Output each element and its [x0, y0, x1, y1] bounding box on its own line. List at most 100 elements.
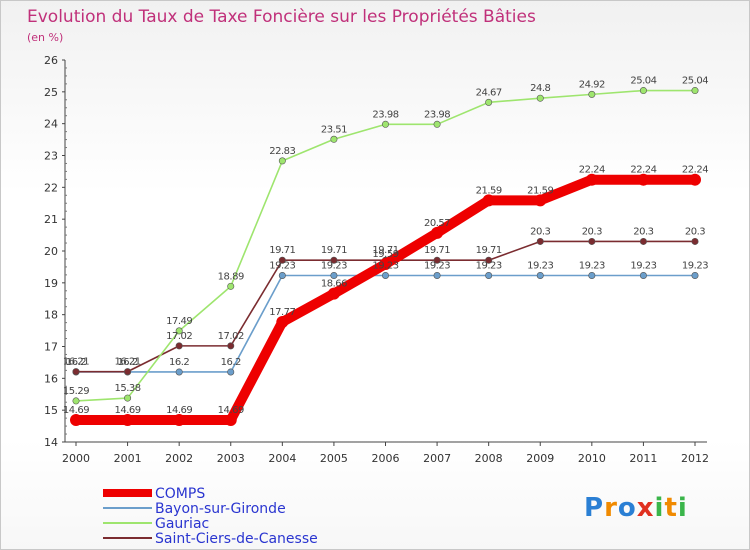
x-tick-label: 2003 — [217, 452, 245, 465]
y-tick-label: 26 — [44, 54, 58, 67]
series-point-2 — [588, 90, 596, 98]
series-point-1 — [227, 368, 235, 376]
series-point-3 — [175, 342, 183, 350]
series-point-0 — [689, 173, 701, 186]
data-label-0: 21.59 — [527, 185, 553, 196]
data-label-0: 18.66 — [321, 279, 347, 290]
logo-letter: r — [604, 493, 618, 523]
x-tick-label: 2007 — [423, 452, 451, 465]
x-tick-label: 2012 — [681, 452, 709, 465]
data-label-1: 19.23 — [630, 261, 656, 272]
data-label-0: 19.59 — [372, 249, 398, 260]
series-point-3 — [72, 368, 80, 376]
x-tick-label: 2004 — [268, 452, 296, 465]
series-point-1 — [691, 272, 699, 280]
series-point-2 — [124, 394, 132, 402]
series-point-2 — [639, 87, 647, 95]
series-point-2 — [433, 120, 441, 128]
data-label-0: 14.69 — [63, 405, 89, 416]
data-label-2: 23.98 — [424, 109, 450, 120]
data-label-2: 23.51 — [321, 124, 347, 135]
data-label-1: 19.23 — [579, 261, 605, 272]
data-label-1: 19.23 — [424, 261, 450, 272]
data-label-3: 20.3 — [530, 226, 550, 237]
y-tick-label: 22 — [44, 181, 58, 194]
x-tick-label: 2000 — [62, 452, 90, 465]
proxiti-logo: Proxiti — [584, 493, 688, 523]
data-label-3: 17.02 — [166, 331, 192, 342]
series-point-1 — [639, 272, 647, 280]
data-label-2: 23.98 — [372, 109, 398, 120]
data-label-2: 18.89 — [218, 271, 244, 282]
series-point-3 — [536, 237, 544, 245]
data-label-3: 19.71 — [372, 245, 398, 256]
x-tick-label: 2010 — [578, 452, 606, 465]
data-label-3: 17.02 — [218, 331, 244, 342]
series-point-3 — [639, 237, 647, 245]
series-point-1 — [433, 272, 441, 280]
data-label-1: 19.23 — [372, 261, 398, 272]
y-tick-label: 15 — [44, 404, 58, 417]
series-point-0 — [431, 226, 444, 239]
data-label-3: 20.3 — [633, 226, 653, 237]
x-tick-label: 2009 — [526, 452, 554, 465]
data-label-3: 19.71 — [424, 245, 450, 256]
series-point-3 — [227, 342, 235, 350]
series-line-0 — [71, 174, 700, 426]
series-point-2 — [175, 327, 183, 335]
y-tick-label: 14 — [44, 436, 58, 449]
legend: COMPSBayon-sur-GirondeGauriacSaint-Ciers… — [103, 486, 318, 547]
data-label-0: 14.69 — [166, 405, 192, 416]
data-label-1: 19.23 — [682, 261, 708, 272]
series-point-2 — [691, 87, 699, 95]
data-label-0: 22.24 — [682, 165, 708, 176]
series-point-3 — [588, 237, 596, 245]
series-point-0 — [224, 414, 237, 427]
series-point-0 — [482, 194, 495, 207]
legend-label-0: COMPS — [155, 486, 205, 502]
data-label-2: 25.04 — [682, 76, 708, 87]
series-point-3 — [691, 237, 699, 245]
data-label-0: 17.77 — [269, 307, 295, 318]
y-tick-label: 19 — [44, 277, 58, 290]
y-tick-label: 18 — [44, 309, 58, 322]
series-point-2 — [278, 157, 286, 165]
data-label-3: 20.3 — [582, 226, 602, 237]
logo-letter: t — [664, 493, 677, 523]
data-label-0: 21.59 — [476, 185, 502, 196]
logo-letter: P — [584, 493, 604, 523]
data-label-0: 14.69 — [115, 405, 141, 416]
y-tick-label: 24 — [44, 118, 58, 131]
series-point-1 — [330, 272, 338, 280]
data-label-3: 19.71 — [269, 245, 295, 256]
legend-label-1: Bayon-sur-Gironde — [155, 501, 286, 517]
series-point-1 — [381, 272, 389, 280]
series-point-1 — [485, 272, 493, 280]
data-label-2: 15.38 — [115, 383, 141, 394]
series-point-0 — [585, 173, 598, 186]
data-label-1: 19.23 — [321, 261, 347, 272]
series-point-2 — [536, 94, 544, 102]
legend-label-2: Gauriac — [155, 516, 209, 532]
chart-subtitle: (en %) — [27, 31, 63, 44]
data-label-1: 19.23 — [476, 261, 502, 272]
logo-letter: o — [618, 493, 637, 523]
series-point-2 — [485, 98, 493, 106]
series-point-1 — [588, 272, 596, 280]
x-tick-label: 2001 — [114, 452, 142, 465]
x-tick-label: 2002 — [165, 452, 193, 465]
series-point-0 — [70, 414, 82, 427]
data-label-2: 24.92 — [579, 79, 605, 90]
y-tick-label: 25 — [44, 86, 58, 99]
x-tick-label: 2006 — [372, 452, 400, 465]
series-point-3 — [433, 256, 441, 264]
axes: 14 15 16 17 18 19 20 21 22 23 24 25 26 2000 2001 2002 20… — [44, 54, 709, 465]
data-label-2: 15.29 — [63, 386, 89, 397]
series-point-3 — [278, 256, 286, 264]
logo-letter: x — [637, 493, 655, 523]
x-tick-label: 2011 — [629, 452, 657, 465]
data-label-1: 16.2 — [169, 357, 189, 368]
series-point-0 — [121, 414, 134, 427]
data-label-1: 16.2 — [117, 357, 137, 368]
